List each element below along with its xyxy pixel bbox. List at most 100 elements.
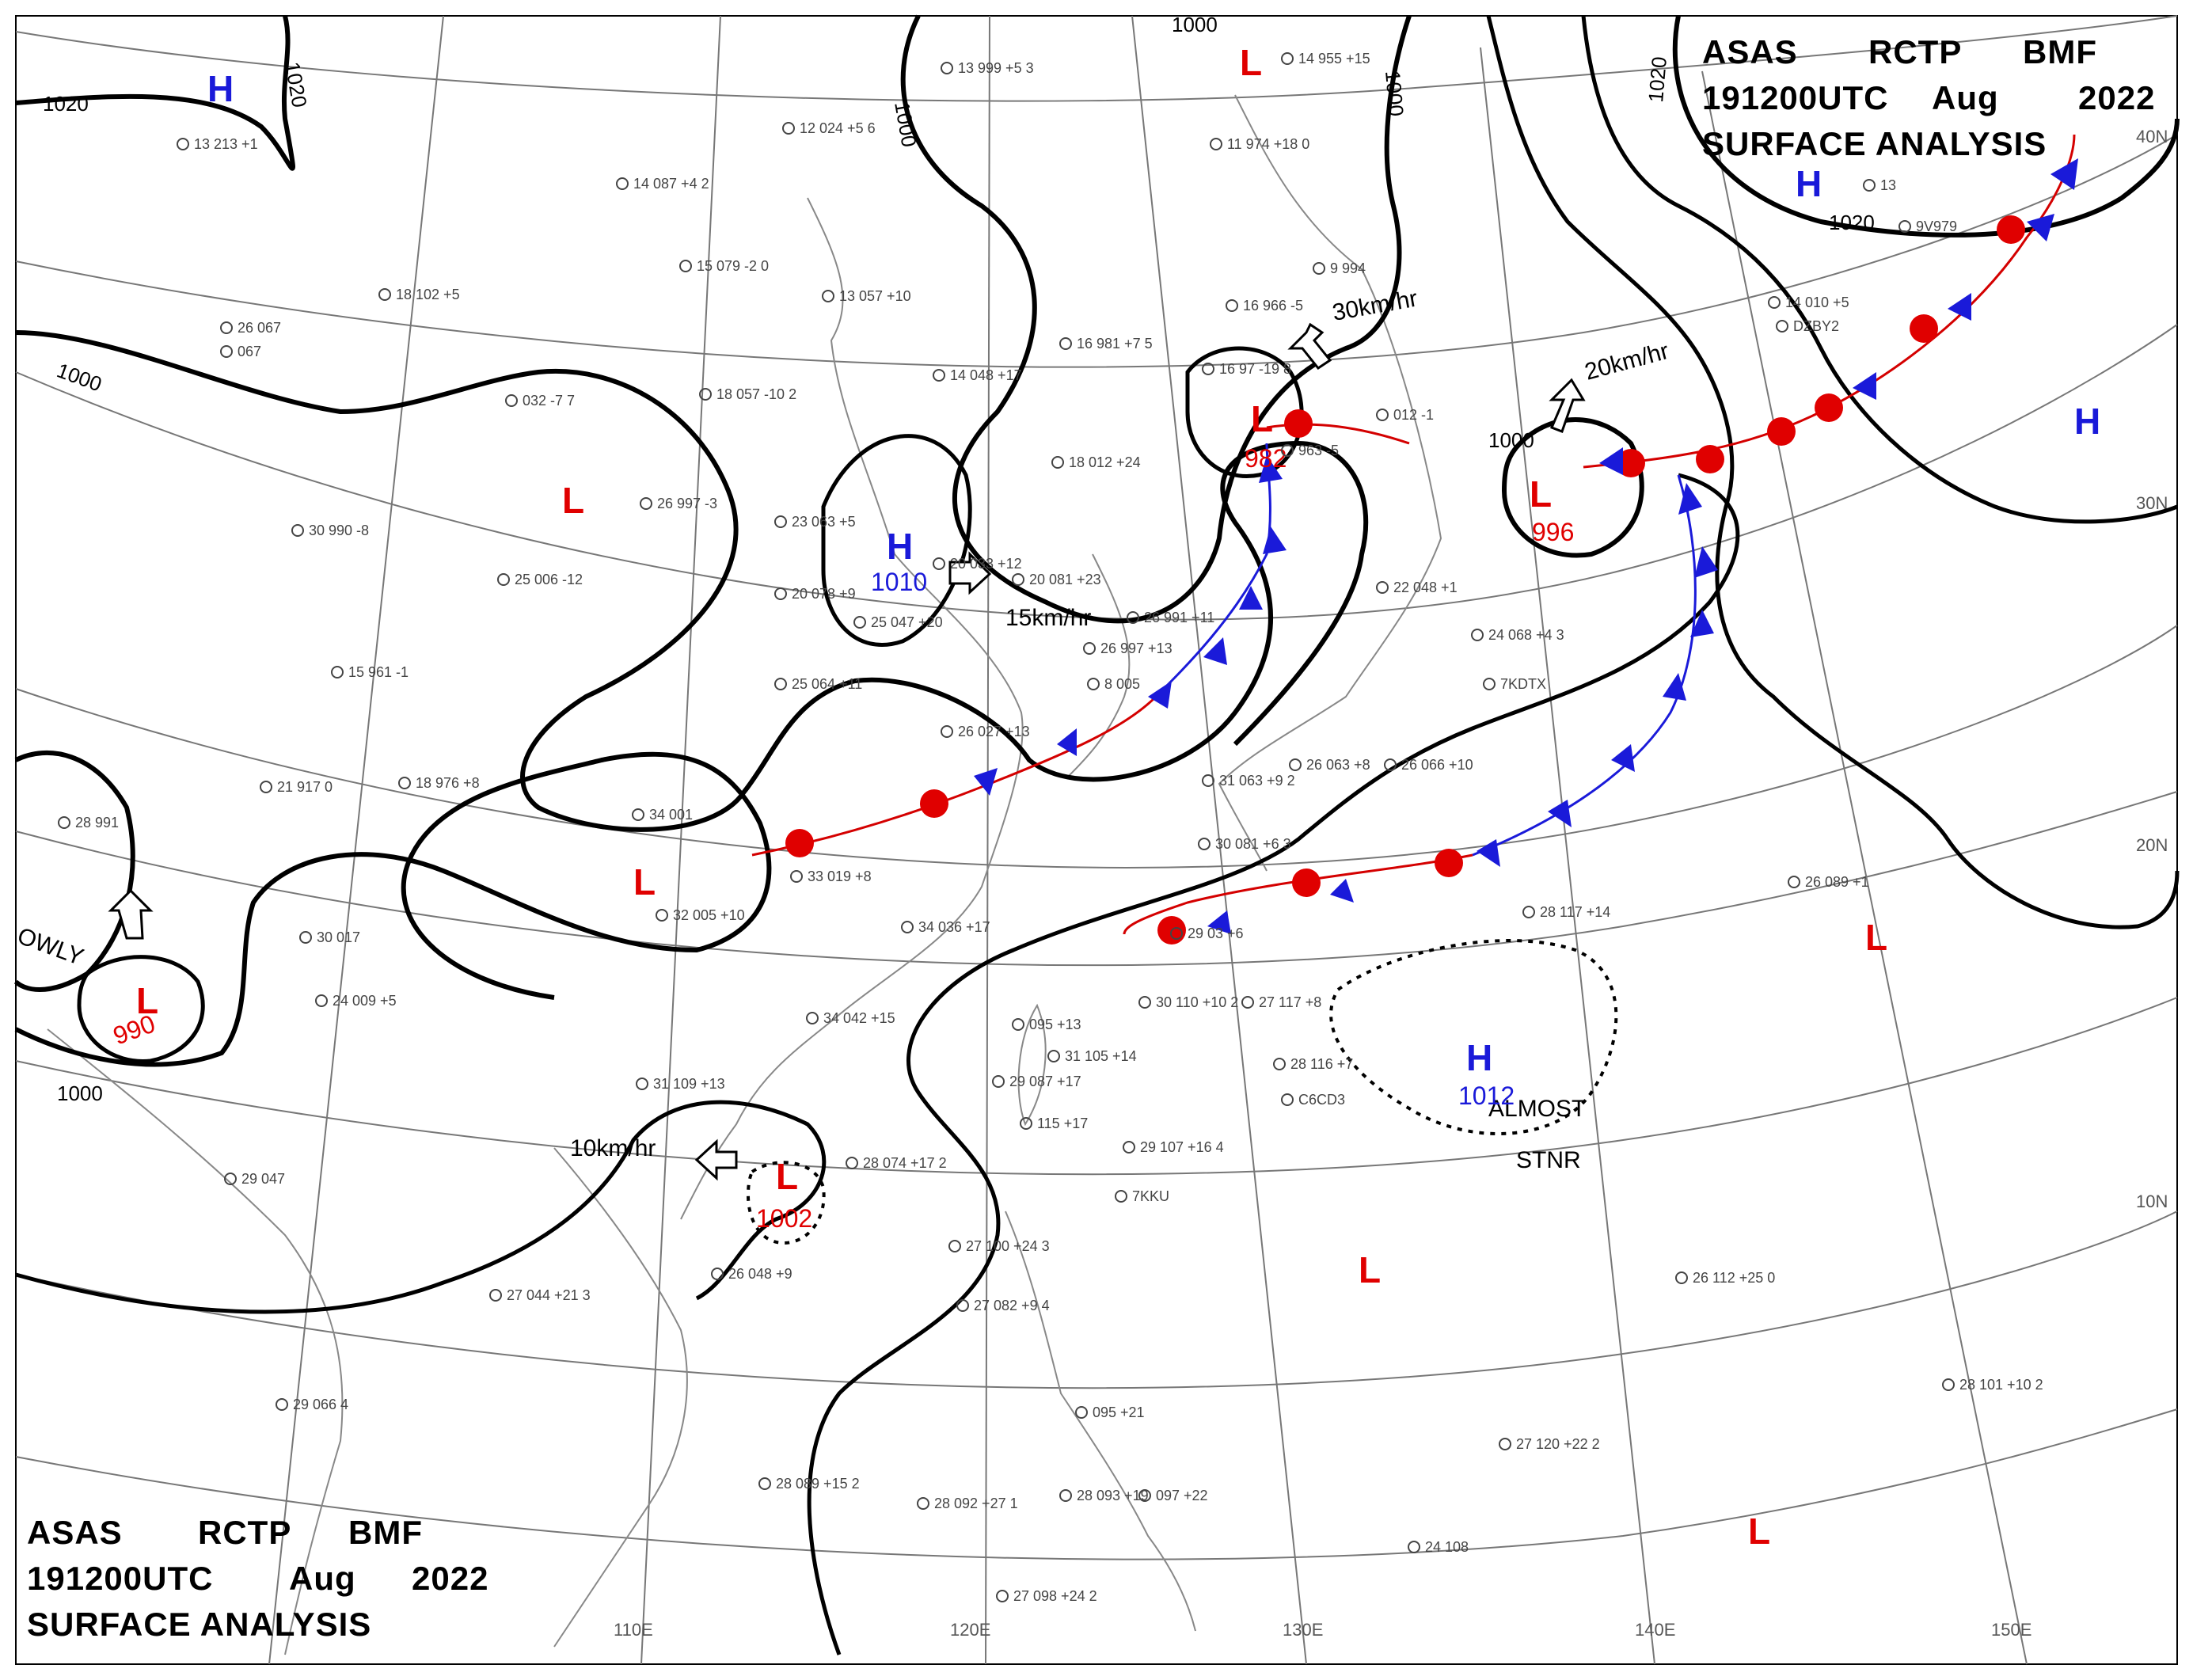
- graticule: [15, 15, 2178, 1665]
- station-circle: [1202, 363, 1214, 375]
- station-circle: [220, 321, 233, 334]
- grid-lon-130e: [1131, 15, 1307, 1665]
- warm-front-semicircle: [1910, 314, 1938, 343]
- station-circle: [299, 931, 312, 944]
- station-plot-text: 28 092 +27 1: [934, 1496, 1018, 1511]
- grid-lat-30n: [15, 324, 2178, 621]
- coast-taiwan: [1017, 1003, 1047, 1127]
- station-circle: [616, 177, 629, 190]
- station-plot-text: 26 089 +1: [1805, 874, 1869, 890]
- station-circle: [497, 573, 510, 586]
- lat-label-10n: 10N: [2136, 1192, 2168, 1211]
- station-plot-text: 26 067: [238, 320, 281, 336]
- low-center-marker: L: [1748, 1511, 1770, 1552]
- coastlines: [47, 94, 1442, 1655]
- station-circle: [806, 1012, 819, 1024]
- station-plot-text: DZBY2: [1793, 318, 1839, 334]
- station-plot-text: C6CD3: [1298, 1092, 1345, 1108]
- station-plot-text: 16 966 -5: [1243, 298, 1303, 314]
- station-plot-text: 29 03 +6: [1188, 926, 1244, 941]
- station-plot-text: 095 +21: [1093, 1404, 1145, 1420]
- low-center-marker: L: [776, 1156, 798, 1197]
- station-circle: [1898, 220, 1911, 233]
- station-circle: [790, 870, 803, 883]
- station-circle: [679, 260, 692, 272]
- cold-front-triangle: [1263, 526, 1287, 554]
- high-center-value: 1010: [871, 568, 927, 596]
- station-circle: [1202, 774, 1214, 787]
- station-circle: [1776, 320, 1788, 333]
- station-plot-text: 31 063 +9 2: [1219, 773, 1295, 789]
- high-center-value: 1012: [1458, 1081, 1515, 1110]
- station-circle: [822, 290, 834, 302]
- station-plot-text: 7KDTX: [1500, 676, 1546, 692]
- station-circle: [1384, 758, 1397, 771]
- high-center-marker: H: [887, 526, 913, 567]
- low-center-marker: L: [1530, 473, 1552, 515]
- station-circle: [1281, 444, 1294, 457]
- station-plot-text: 27 044 +21 3: [507, 1287, 591, 1303]
- cold-front-triangle: [1239, 586, 1263, 610]
- station-plot-text: 7KKU: [1132, 1188, 1169, 1204]
- station-circle: [315, 994, 328, 1007]
- station-plot-text: 30 990 -8: [309, 523, 369, 538]
- station-plot-text: 16 981 +7 5: [1077, 336, 1153, 352]
- cold-front-triangle: [1599, 447, 1623, 475]
- fronts: [751, 134, 2078, 945]
- station-circle: [1047, 1050, 1060, 1062]
- station-plot-text: 20 078 +9: [792, 586, 856, 602]
- stationary-front-west: [751, 695, 1157, 857]
- station-circle: [1170, 927, 1183, 940]
- station-circle: [1226, 299, 1238, 312]
- station-plot-text: 8 005: [1104, 676, 1140, 692]
- station-plot-text: 11 974 +18 0: [1227, 136, 1309, 152]
- station-plot-text: 13 213 +1: [194, 136, 258, 152]
- station-plot-text: 28 089 +15 2: [776, 1476, 860, 1492]
- cold-front-triangle: [1548, 800, 1572, 827]
- isobar-1000-east-loop: [1501, 417, 1644, 558]
- station-plot-text: 13: [1880, 177, 1896, 193]
- isobar-1000-west-loop: [13, 750, 135, 992]
- grid-lat-10n: [15, 1211, 2178, 1389]
- station-plot-text: 067: [238, 344, 261, 359]
- grid-labels: 110E 120E 130E 140E 150E 40N 30N 20N 10N: [614, 127, 2168, 1640]
- isobar-label: 1000: [57, 1081, 103, 1105]
- isobar-big-sw: [15, 1100, 827, 1314]
- station-circle: [774, 678, 787, 690]
- station-circle: [933, 557, 945, 570]
- warm-front-semicircle: [920, 789, 948, 818]
- station-plot-text: 20 033 +12: [950, 556, 1022, 572]
- station-circle: [1942, 1378, 1955, 1391]
- header-bottom-id: ASAS: [27, 1514, 123, 1551]
- high-center-marker: H: [2074, 401, 2100, 442]
- station-plot-text: 21 917 0: [277, 779, 333, 795]
- header-top-station: RCTP: [1868, 33, 1962, 70]
- station-plot-text: 26 997 -3: [657, 496, 717, 511]
- station-plot-text: 14 087 +4 2: [633, 176, 709, 192]
- station-plot-text: 29 066 4: [293, 1397, 348, 1412]
- station-plot-text: 14 048 +17: [950, 367, 1022, 383]
- station-plot-text: 26 112 +25 0: [1693, 1270, 1775, 1286]
- warm-front-semicircle: [1435, 849, 1463, 877]
- grid-lon-150e: [1701, 70, 2028, 1665]
- warm-front-semicircle: [1767, 417, 1796, 446]
- station-circle: [1115, 1190, 1127, 1203]
- movement-arrow-icon: [1287, 322, 1332, 371]
- station-plot-text: 28 991: [75, 815, 119, 830]
- station-circle: [711, 1268, 724, 1280]
- cold-front-triangle: [2027, 214, 2054, 241]
- station-plot-text: 29 087 +17: [1009, 1074, 1081, 1089]
- station-plot-text: 31 109 +13: [653, 1076, 725, 1092]
- isobar-big-south: [807, 473, 1740, 1655]
- station-circle: [489, 1289, 502, 1302]
- station-plot-text: 30 110 +10 2: [1156, 994, 1238, 1010]
- coast-japan: [1218, 94, 1442, 872]
- movement-label: 30km/hr: [1330, 286, 1419, 326]
- station-plot-text: 15 079 -2 0: [697, 258, 769, 274]
- cold-front-triangle: [1148, 681, 1172, 709]
- lat-label-40n: 40N: [2136, 127, 2168, 146]
- station-plot-text: 26 991 +11: [1144, 610, 1214, 625]
- station-circle: [1788, 876, 1800, 888]
- station-circle: [1499, 1438, 1511, 1450]
